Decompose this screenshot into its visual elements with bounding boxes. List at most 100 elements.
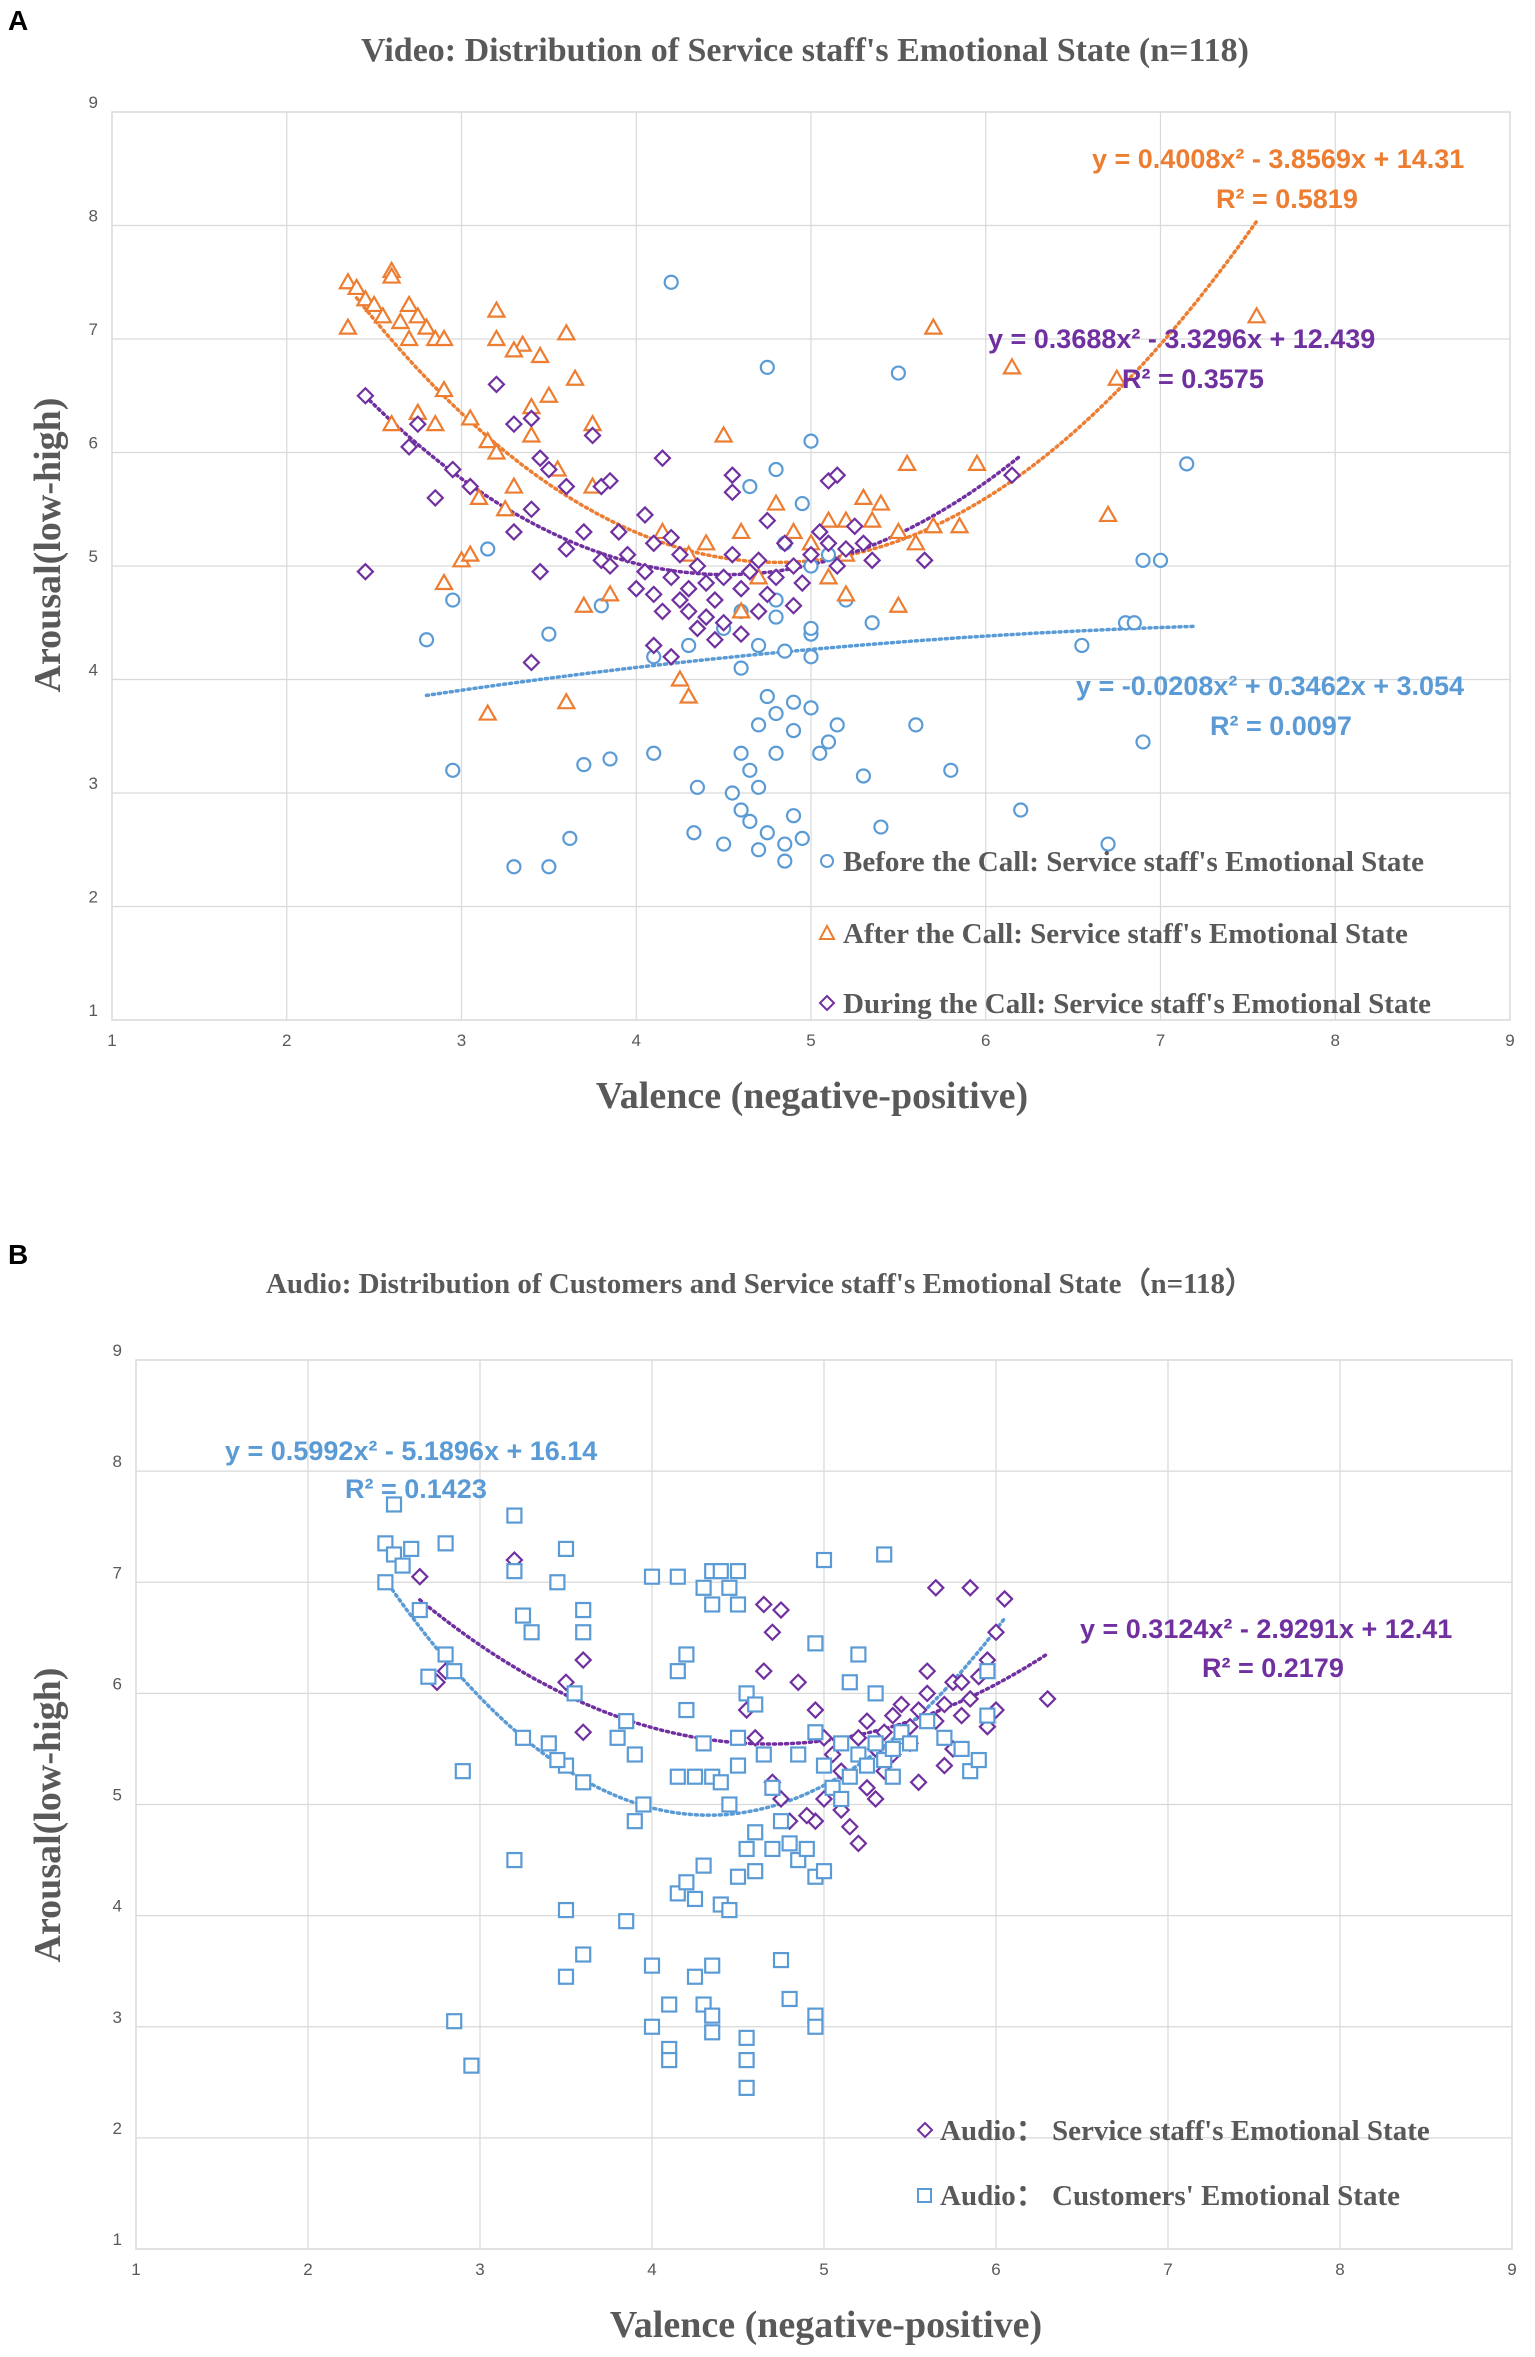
panel-b-staff-equation: y = 0.3124x² - 2.9291x + 12.41 — [1080, 1614, 1452, 1644]
data-point-square — [437, 1646, 454, 1663]
data-point-square — [807, 1724, 824, 1741]
data-point-circle — [768, 745, 784, 761]
data-point-circle — [1126, 615, 1142, 631]
data-point-diamond — [758, 511, 777, 530]
data-point-square — [979, 1663, 996, 1680]
data-point-square — [695, 1857, 712, 1874]
data-point-triangle — [512, 334, 533, 352]
legend-before-label: Before the Call: Service staff's Emotion… — [843, 846, 1424, 878]
data-point-square — [557, 1901, 575, 1919]
data-point-square — [446, 1663, 463, 1680]
data-point-square — [411, 1601, 428, 1619]
data-point-square — [695, 1579, 712, 1596]
data-point-square — [867, 1735, 884, 1752]
panel-a-during-r2: R² = 0.3575 — [1122, 364, 1264, 394]
data-point-triangle — [573, 595, 594, 613]
data-point-square — [643, 2018, 661, 2035]
legend-during-label: During the Call: Service staff's Emotion… — [843, 988, 1431, 1020]
data-point-diamond — [732, 625, 751, 644]
data-point-diamond — [557, 477, 576, 496]
data-point-diamond — [688, 556, 707, 576]
data-point-square — [970, 1751, 987, 1769]
data-point-diamond — [461, 477, 480, 496]
data-point-diamond — [828, 556, 847, 576]
data-point-triangle — [460, 544, 481, 562]
data-point-square — [377, 1574, 394, 1591]
data-point-triangle — [731, 601, 751, 619]
data-point-diamond — [522, 653, 541, 672]
data-point-diamond — [909, 1773, 928, 1792]
data-point-diamond — [705, 590, 724, 610]
data-point-circle — [768, 705, 784, 722]
data-point-triangle — [670, 669, 690, 687]
data-point-circle — [829, 717, 845, 733]
x-tick-label: 7 — [1156, 1031, 1165, 1050]
data-point-circle — [1179, 456, 1195, 472]
data-point-triangle — [495, 499, 516, 517]
data-point-square — [901, 1735, 919, 1752]
data-point-triangle — [504, 476, 524, 494]
data-point-circle — [1135, 552, 1151, 568]
data-point-circle — [733, 660, 749, 676]
data-point-square — [798, 1840, 815, 1858]
data-point-triangle — [731, 521, 751, 540]
data-point-diamond — [574, 1723, 593, 1742]
data-point-diamond — [763, 1623, 782, 1642]
data-point-diamond — [644, 585, 663, 604]
data-point-diamond — [866, 1789, 885, 1808]
data-point-square — [669, 1568, 686, 1585]
data-point-diamond — [915, 551, 934, 570]
data-point-circle — [785, 694, 802, 710]
data-point-square — [635, 1796, 652, 1813]
panel-b-customer-equation: y = 0.5992x² - 5.1896x + 16.14 — [225, 1436, 597, 1466]
data-point-circle — [1100, 836, 1116, 852]
data-point-square — [506, 1851, 523, 1869]
data-point-square — [686, 1890, 704, 1908]
panel-a-points — [338, 260, 1267, 875]
data-point-diamond — [697, 573, 716, 593]
data-point-square — [618, 1713, 635, 1730]
data-point-circle — [750, 779, 767, 795]
x-tick-label: 6 — [991, 2260, 1000, 2279]
data-point-circle — [855, 768, 872, 784]
data-point-square — [454, 1763, 471, 1780]
data-point-triangle — [600, 584, 620, 602]
y-tick-label: 3 — [113, 2008, 122, 2027]
data-point-triangle — [434, 379, 454, 398]
data-point-square — [747, 1863, 764, 1880]
data-point-diamond — [522, 500, 541, 519]
data-point-diamond — [749, 602, 768, 621]
data-point-triangle — [372, 306, 393, 324]
x-tick-label: 5 — [819, 2260, 828, 2279]
data-point-square — [712, 1774, 729, 1791]
data-point-diamond — [784, 556, 803, 576]
data-point-diamond — [662, 528, 681, 547]
data-point-triangle — [1002, 357, 1022, 375]
data-point-square — [781, 1835, 798, 1852]
data-point-triangle — [853, 487, 874, 505]
data-point-triangle — [477, 703, 498, 721]
data-point-square — [755, 1746, 772, 1763]
legend-audio-customers-label: Audio： Customers' Emotional State — [940, 2180, 1400, 2212]
panel-b-points — [377, 1496, 1057, 2096]
data-point-triangle — [346, 277, 367, 296]
data-point-diamond — [670, 545, 689, 564]
data-point-diamond — [679, 579, 698, 598]
data-point-square — [420, 1668, 437, 1685]
data-point-square — [557, 1968, 575, 1985]
y-tick-label: 6 — [113, 1674, 122, 1693]
y-tick-label: 8 — [113, 1452, 122, 1471]
data-point-diamond — [644, 534, 663, 553]
data-point-square — [721, 1579, 738, 1596]
data-point-circle — [943, 762, 959, 778]
data-point-triangle — [434, 328, 454, 347]
data-point-diamond — [600, 471, 620, 490]
data-point-diamond — [961, 1689, 980, 1708]
data-point-diamond — [627, 579, 646, 598]
data-point-square — [738, 1840, 755, 1858]
data-point-diamond — [840, 1817, 859, 1836]
legend-audio-customers: Audio： Customers' Emotional State — [917, 2180, 1400, 2212]
data-point-diamond — [883, 1706, 902, 1725]
data-point-triangle — [713, 425, 734, 443]
data-point-diamond — [819, 534, 838, 553]
